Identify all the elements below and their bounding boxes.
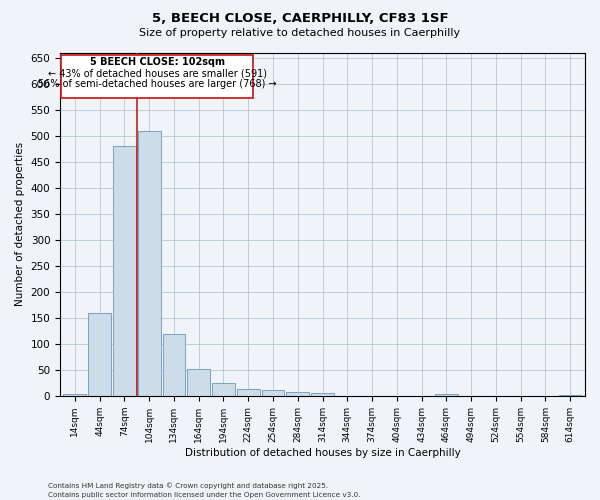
Bar xyxy=(212,383,235,396)
Bar xyxy=(559,395,581,396)
Bar xyxy=(286,392,309,396)
Text: 5, BEECH CLOSE, CAERPHILLY, CF83 1SF: 5, BEECH CLOSE, CAERPHILLY, CF83 1SF xyxy=(152,12,448,26)
Text: Contains HM Land Registry data © Crown copyright and database right 2025.: Contains HM Land Registry data © Crown c… xyxy=(48,482,328,489)
Bar xyxy=(163,334,185,396)
Bar xyxy=(435,394,458,396)
Bar xyxy=(262,390,284,396)
X-axis label: Distribution of detached houses by size in Caerphilly: Distribution of detached houses by size … xyxy=(185,448,460,458)
Text: Size of property relative to detached houses in Caerphilly: Size of property relative to detached ho… xyxy=(139,28,461,38)
Text: Contains public sector information licensed under the Open Government Licence v3: Contains public sector information licen… xyxy=(48,492,361,498)
Text: 5 BEECH CLOSE: 102sqm: 5 BEECH CLOSE: 102sqm xyxy=(90,57,225,67)
Bar xyxy=(187,369,210,396)
FancyBboxPatch shape xyxy=(61,55,253,98)
Bar xyxy=(113,146,136,396)
Text: 56% of semi-detached houses are larger (768) →: 56% of semi-detached houses are larger (… xyxy=(38,78,277,88)
Bar xyxy=(311,394,334,396)
Bar xyxy=(138,130,161,396)
Bar xyxy=(237,389,260,396)
Y-axis label: Number of detached properties: Number of detached properties xyxy=(15,142,25,306)
Bar xyxy=(88,312,111,396)
Bar xyxy=(64,394,86,396)
Text: ← 43% of detached houses are smaller (591): ← 43% of detached houses are smaller (59… xyxy=(48,68,267,78)
